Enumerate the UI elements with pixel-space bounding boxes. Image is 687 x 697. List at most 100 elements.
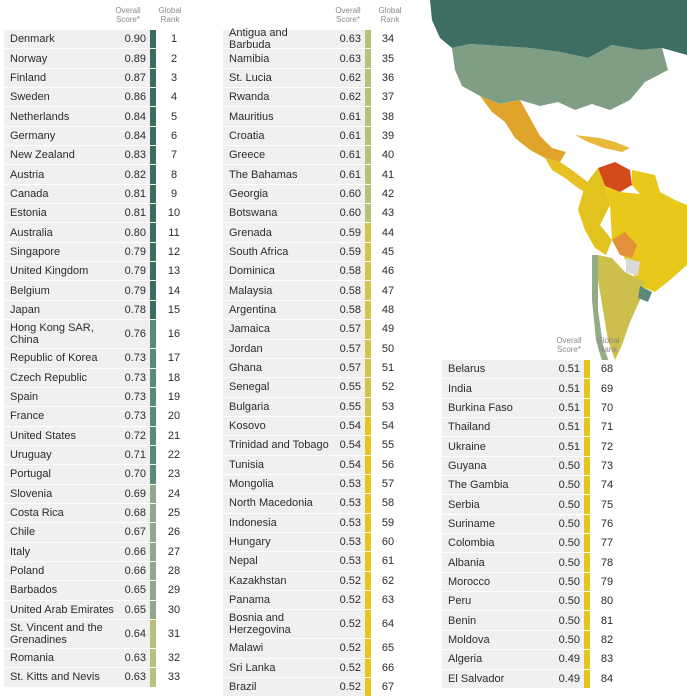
overall-score: 0.57 <box>329 320 365 339</box>
country-name: Belarus <box>442 360 548 379</box>
score-color-bar <box>150 426 156 445</box>
ranking-row: New Zealand 0.83 7 <box>4 146 192 166</box>
country-name: Belgium <box>4 281 114 300</box>
global-rank: 13 <box>156 262 192 281</box>
ranking-row: Colombia 0.50 77 <box>442 534 624 554</box>
global-rank: 63 <box>371 590 405 610</box>
country-name: United Arab Emirates <box>4 600 114 619</box>
global-rank: 32 <box>156 648 192 668</box>
global-rank: 14 <box>156 281 192 300</box>
country-name: Brazil <box>223 678 329 697</box>
global-rank: 46 <box>371 262 405 281</box>
country-name: Ghana <box>223 358 329 378</box>
global-rank: 71 <box>590 418 624 437</box>
global-rank: 84 <box>590 669 624 688</box>
map-region-andes <box>578 168 612 255</box>
overall-score: 0.57 <box>329 358 365 378</box>
ranking-row: Peru 0.50 80 <box>442 592 624 612</box>
country-name: Morocco <box>442 572 548 592</box>
country-name: Canada <box>4 184 114 204</box>
ranking-row: France 0.73 20 <box>4 407 192 427</box>
score-color-bar <box>584 572 590 592</box>
score-color-bar <box>365 658 371 677</box>
country-name: Trinidad and Tobago <box>223 436 329 455</box>
score-color-bar <box>584 456 590 476</box>
overall-score: 0.50 <box>548 611 584 630</box>
score-color-bar <box>365 339 371 358</box>
ranking-row: Trinidad and Tobago 0.54 55 <box>223 436 405 456</box>
score-color-bar <box>365 107 371 126</box>
country-name: Moldova <box>442 630 548 650</box>
country-name: North Macedonia <box>223 494 329 513</box>
overall-score: 0.61 <box>329 126 365 146</box>
global-rank: 25 <box>156 503 192 523</box>
global-rank: 18 <box>156 368 192 387</box>
ranking-row: Denmark 0.90 1 <box>4 30 192 50</box>
country-name: Mongolia <box>223 474 329 494</box>
overall-score: 0.60 <box>329 184 365 204</box>
rank-header-2: Global Rank <box>378 6 402 24</box>
score-color-bar <box>365 397 371 416</box>
country-name: Jamaica <box>223 320 329 339</box>
ranking-column-3: Belarus 0.51 68 India 0.51 69 Burkina Faso 0.51… <box>442 360 624 689</box>
ranking-row: Panama 0.52 63 <box>223 590 405 611</box>
overall-score: 0.52 <box>329 658 365 677</box>
global-rank: 12 <box>156 242 192 262</box>
ranking-row: El Salvador 0.49 84 <box>442 669 624 689</box>
overall-score: 0.52 <box>329 571 365 590</box>
global-rank: 65 <box>371 639 405 658</box>
ranking-row: Hong Kong SAR, China 0.76 16 <box>4 320 192 350</box>
map-region-canada <box>430 0 687 58</box>
ranking-row: Romania 0.63 32 <box>4 648 192 669</box>
global-rank: 23 <box>156 465 192 484</box>
score-color-bar <box>365 378 371 397</box>
ranking-row: Canada 0.81 9 <box>4 184 192 205</box>
score-color-bar <box>365 223 371 242</box>
ranking-row: Mauritius 0.61 38 <box>223 107 405 127</box>
ranking-row: Benin 0.50 81 <box>442 611 624 631</box>
ranking-row: Singapore 0.79 12 <box>4 242 192 263</box>
ranking-row: Ukraine 0.51 72 <box>442 437 624 457</box>
ranking-row: Nepal 0.53 61 <box>223 552 405 572</box>
global-rank: 68 <box>590 360 624 379</box>
ranking-row: Germany 0.84 6 <box>4 126 192 147</box>
ranking-row: Norway 0.89 2 <box>4 49 192 69</box>
global-rank: 61 <box>371 552 405 571</box>
country-name: Austria <box>4 165 114 184</box>
ranking-column-1: Denmark 0.90 1 Norway 0.89 2 Finland 0.87 3 Swede… <box>4 30 192 688</box>
overall-score: 0.65 <box>114 600 150 619</box>
overall-score: 0.52 <box>329 610 365 639</box>
score-color-bar <box>150 88 156 107</box>
overall-score: 0.59 <box>329 223 365 242</box>
country-name: Senegal <box>223 378 329 397</box>
ranking-row: Greece 0.61 40 <box>223 146 405 166</box>
country-name: Estonia <box>4 204 114 223</box>
ranking-row: Chile 0.67 26 <box>4 523 192 543</box>
ranking-row: Sri Lanka 0.52 66 <box>223 658 405 678</box>
global-rank: 81 <box>590 611 624 630</box>
global-rank: 74 <box>590 476 624 495</box>
score-color-bar <box>150 126 156 146</box>
overall-score: 0.86 <box>114 88 150 107</box>
country-name: Grenada <box>223 223 329 242</box>
global-rank: 58 <box>371 494 405 513</box>
global-rank: 21 <box>156 426 192 445</box>
global-rank: 3 <box>156 68 192 88</box>
score-color-bar <box>365 494 371 513</box>
ranking-row: Ghana 0.57 51 <box>223 358 405 379</box>
ranking-row: Georgia 0.60 42 <box>223 184 405 205</box>
global-rank: 48 <box>371 300 405 320</box>
score-color-bar <box>150 281 156 300</box>
overall-score: 0.71 <box>114 445 150 465</box>
ranking-row: Mongolia 0.53 57 <box>223 474 405 495</box>
country-name: Germany <box>4 126 114 146</box>
global-rank: 79 <box>590 572 624 592</box>
country-name: Republic of Korea <box>4 349 114 368</box>
country-name: Malawi <box>223 639 329 658</box>
global-rank: 7 <box>156 146 192 165</box>
overall-score: 0.63 <box>114 648 150 668</box>
score-color-bar <box>584 630 590 650</box>
score-color-bar <box>584 476 590 495</box>
score-color-bar <box>365 300 371 320</box>
overall-score: 0.52 <box>329 678 365 697</box>
